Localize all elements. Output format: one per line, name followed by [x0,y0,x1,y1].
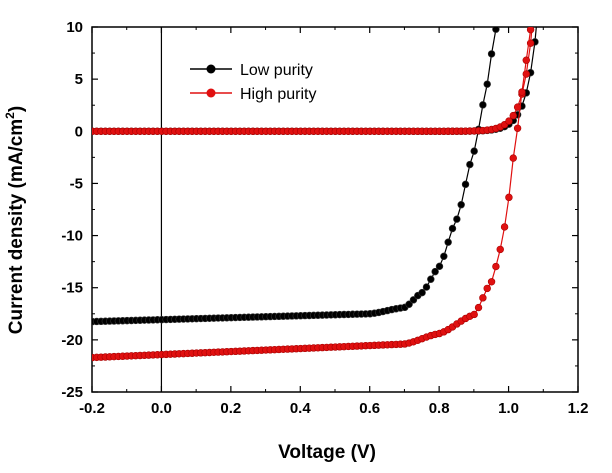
high-purity-light-point [483,284,491,293]
y-axis-title-end: ) [6,106,27,112]
low-purity-light-point [422,283,431,291]
y-axis-title-main: Current density (mA/cm [6,119,27,334]
legend-marker-low-purity [206,64,216,74]
high-purity-light-point [479,294,487,302]
y-axis-title: Current density (mA/cm2) [3,106,27,334]
series-layer [92,27,539,362]
plot-area [91,26,579,393]
low-purity-light-point [487,50,496,58]
high-purity-light-point [526,27,535,34]
legend-label-low-purity: Low purity [240,62,313,79]
low-purity-light-point [427,275,435,283]
legend-marker-high-purity [206,88,216,98]
x-tick-label: 1.0 [498,400,519,417]
low-purity-light-point [483,80,491,88]
x-tick-label: 0.2 [220,400,241,417]
x-tick-label: 1.2 [568,400,589,417]
high-purity-light-point [496,245,504,254]
low-purity-light-point [457,201,465,209]
low-purity-light-point [444,238,452,246]
low-purity-light-point [431,267,439,276]
y-tick-label: 5 [75,71,83,88]
y-tick-label: -15 [61,280,83,297]
y-tick-label: -25 [61,384,83,401]
low-purity-light-point [466,160,474,169]
low-purity-light-point [448,224,457,233]
high-purity-light-point [500,223,509,231]
x-axis-title: Voltage (V) [278,442,376,463]
low-purity-light-point [479,101,487,109]
high-purity-dark-curve [92,27,533,132]
low-purity-light-point [461,180,470,189]
x-tick-label: 0.8 [429,400,450,417]
y-tick-label: -5 [70,175,83,192]
y-tick-label: 10 [66,19,83,36]
x-tick-label: -0.2 [79,400,105,417]
high-purity-light-point [522,56,530,64]
high-purity-light-point [487,278,496,286]
legend-label-high-purity: High purity [240,86,316,103]
high-purity-light-point [509,154,517,162]
low-purity-light-point [435,262,444,271]
series-low-purity [92,27,539,326]
plot-frame [91,26,579,393]
y-tick-label: -20 [61,332,83,349]
high-purity-light-point [470,310,478,319]
y-tick-label: -10 [61,228,83,245]
y-axis-title-sup: 2 [3,112,17,119]
series-high-purity [92,27,535,362]
low-purity-light-point [470,147,478,155]
x-tick-label: 0.0 [151,400,172,417]
legend: Low purity High purity [190,62,316,103]
x-axis-ticks: -0.2 0.0 0.2 0.4 0.6 0.8 1.0 1.2 [79,27,588,417]
high-purity-dark-point [513,103,522,111]
low-purity-light-point [453,215,461,223]
high-purity-light-point [492,262,500,271]
high-purity-dark-point [509,111,517,120]
high-purity-dark-point [505,117,513,125]
low-purity-dark-curve [92,27,537,132]
x-tick-label: 0.6 [359,400,380,417]
low-purity-light-point [492,27,500,33]
high-purity-light-point [513,124,522,132]
low-purity-light-point [440,252,448,261]
x-tick-label: 0.4 [290,400,312,417]
low-purity-light-point [405,300,413,308]
high-purity-light-point [505,193,513,202]
y-tick-label: 0 [75,123,83,140]
high-purity-light-point [518,88,526,96]
high-purity-light-point [474,303,483,312]
y-axis-ticks: -25 -20 -15 -10 -5 0 5 10 [61,19,578,401]
low-purity-light-point [418,288,426,297]
